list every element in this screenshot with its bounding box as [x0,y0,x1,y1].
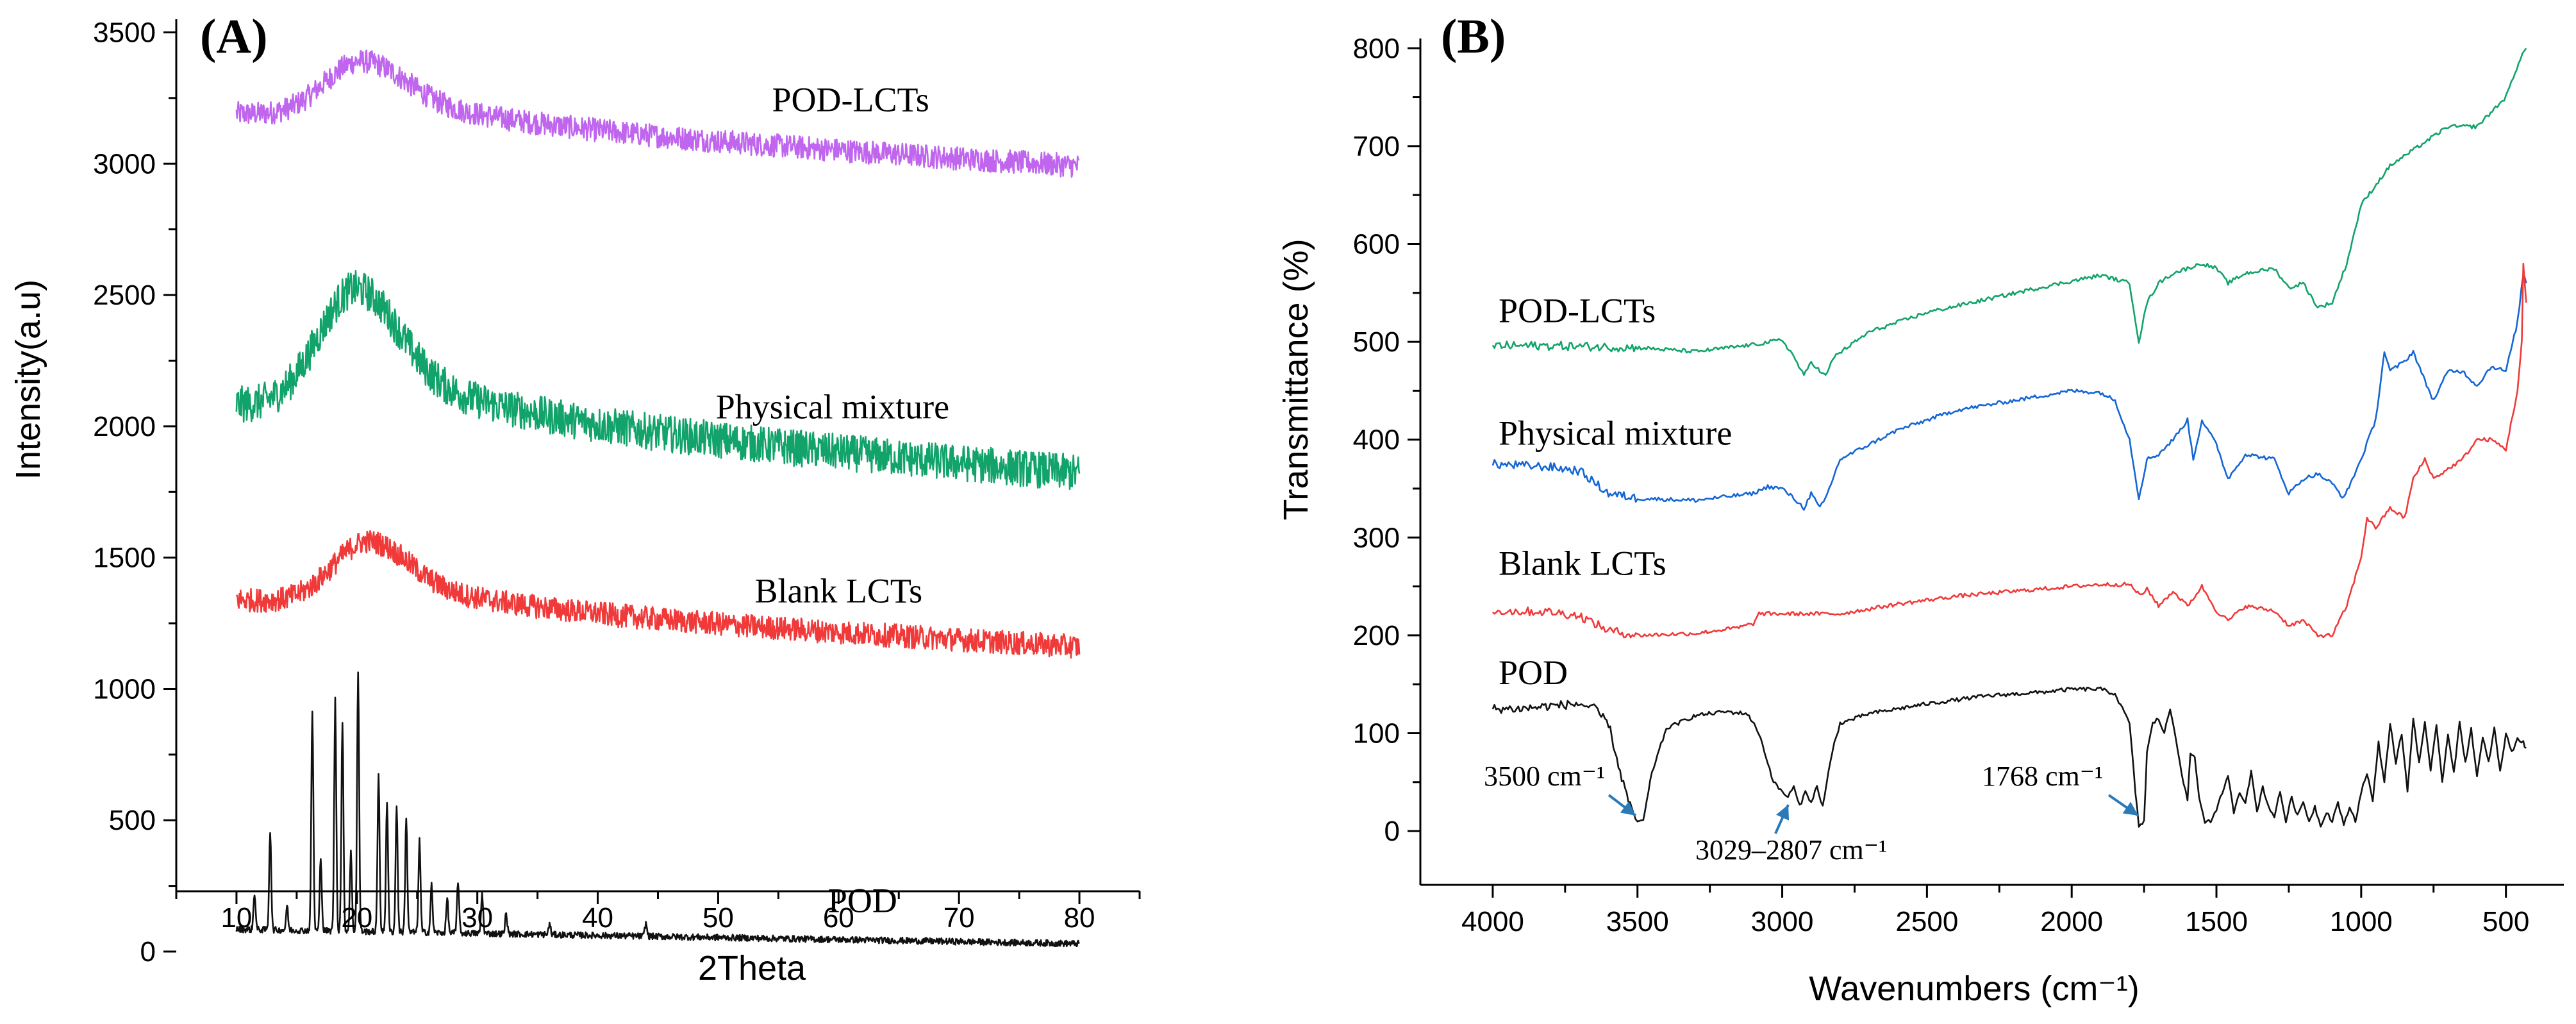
panel-a-y-tick-label: 2000 [93,411,156,442]
panel-b-x-tick-label: 3000 [1751,906,1814,937]
panel-a-series-label: Physical mixture [716,388,949,426]
panel-b-series-pod-lcts [1492,47,2527,376]
panel-b-x-tick-label: 500 [2482,906,2529,937]
panel-b-y-tick-label: 0 [1384,816,1400,847]
panel-b-y-tick-label: 200 [1353,620,1400,651]
panel-a-y-tick-label: 0 [140,936,156,968]
panel-a-axes: 10 20 30 40 50 60 70 80 0 500 1000 1500 2000 2500 3000… [93,17,1141,968]
panel-b-x-tick-label: 3500 [1606,906,1669,937]
panel-b-y-axis-label: Transmittance (%) [1277,239,1315,520]
panel-a-y-tick-label: 1500 [93,542,156,574]
panel-b-annotation-arrowhead [2122,802,2138,816]
panel-b-y-tick-label: 600 [1353,228,1400,260]
panel-a-y-axis-label: Intensity(a.u) [9,280,47,480]
panel-a-x-tick-label: 10 [220,902,252,934]
panel-a-series-group [235,49,1081,948]
panel-a-x-tick-label: 40 [582,902,613,934]
panel-b-x-tick-label: 1000 [2330,906,2393,937]
panel-a-xrd: (A) 10 20 30 40 50 60 70 80 0 500 1000 1500 2000 2500… [9,10,1141,987]
panel-a-series-pod-lcts [235,49,1080,178]
panel-b-y-tick-label: 500 [1353,326,1400,358]
panel-b-series-label: POD [1499,653,1568,692]
panel-a-label: (A) [200,10,268,63]
panel-a-x-tick-label: 30 [461,902,493,934]
panel-a-x-tick-label: 50 [702,902,734,934]
panel-a-series-blank-lcts [235,530,1081,659]
panel-a-series-labels: POD-LCTs Physical mixture Blank LCTs POD [716,80,949,919]
panel-b-annotation-arrowhead [1776,805,1790,821]
panel-a-x-axis-label: 2Theta [698,949,806,987]
panel-b-series-labels: POD-LCTs Physical mixture Blank LCTs POD [1499,292,1732,692]
panel-b-x-tick-label: 2500 [1895,906,1958,937]
panel-a-series-physical-mixture [235,270,1081,491]
panel-a-x-tick-label: 70 [943,902,975,934]
panel-a-y-tick-label: 2500 [93,280,156,311]
panel-b-x-tick-label: 1500 [2185,906,2248,937]
panel-b-annotations: 3500 cm⁻¹ 3029–2807 cm⁻¹ 1768 cm⁻¹ [1484,760,2140,866]
panel-b-label: (B) [1441,10,1506,63]
panel-a-series-label: Blank LCTs [754,571,922,610]
panel-b-series-blank-lcts [1492,262,2527,639]
panel-b-y-tick-label: 400 [1353,424,1400,456]
panel-a-series-pod [235,671,1080,948]
panel-b-y-tick-label: 700 [1353,131,1400,162]
panel-b-y-tick-label: 100 [1353,718,1400,749]
panel-b-ftir: (B) 4000 3500 3000 2500 2000 1500 1000 500 0 100 2… [1277,10,2564,1008]
panel-b-annotation-arrowhead [1620,801,1636,816]
panel-b-annotation-label: 1768 cm⁻¹ [1982,760,2103,792]
panel-a-x-tick-label: 20 [341,902,372,934]
panel-b-x-tick-label: 2000 [2040,906,2103,937]
panel-b-series-group [1492,47,2527,828]
panel-b-series-physical-mixture [1492,273,2527,511]
panel-a-y-tick-label: 3000 [93,148,156,180]
panel-b-x-tick-label: 4000 [1461,906,1524,937]
panel-b-annotation-label: 3029–2807 cm⁻¹ [1695,834,1887,866]
panel-b-annotation-label: 3500 cm⁻¹ [1484,760,1605,792]
panel-a-x-tick-label: 60 [823,902,854,934]
panel-b-series-label: POD-LCTs [1499,292,1656,330]
panel-a-y-tick-label: 1000 [93,673,156,705]
panel-a-y-tick-label: 500 [109,805,156,836]
panel-a-series-label: POD [828,882,897,920]
panel-b-series-pod [1492,686,2527,828]
panel-b-y-tick-label: 800 [1353,33,1400,64]
panel-a-y-tick-label: 3500 [93,17,156,48]
panel-b-x-axis-label: Wavenumbers (cm⁻¹) [1809,969,2140,1008]
panel-b-y-tick-label: 300 [1353,522,1400,553]
panel-a-series-label: POD-LCTs [772,80,929,119]
panel-b-series-label: Physical mixture [1499,414,1732,452]
panel-a-x-tick-label: 80 [1064,902,1095,934]
panel-b-series-label: Blank LCTs [1499,544,1666,582]
panel-b-axes: 4000 3500 3000 2500 2000 1500 1000 500 0 100 200 30… [1353,33,2564,937]
